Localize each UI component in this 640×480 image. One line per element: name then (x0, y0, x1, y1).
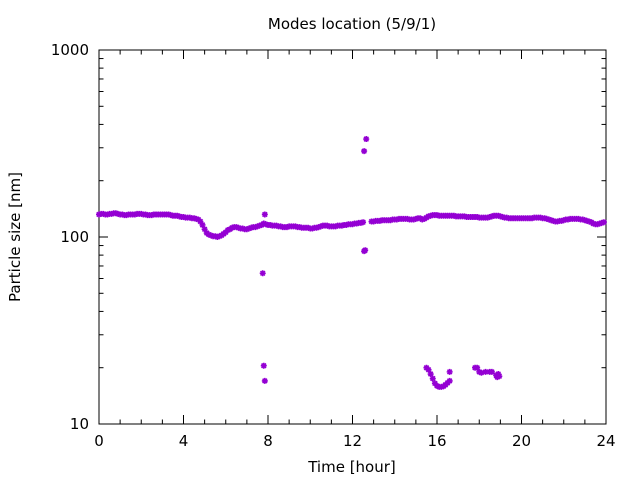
data-point (482, 368, 489, 375)
point-core (361, 220, 365, 224)
point-core (363, 248, 367, 252)
point-core (263, 379, 267, 383)
data-point (488, 368, 495, 375)
data-point (427, 371, 434, 378)
point-core (261, 271, 265, 275)
point-core (431, 376, 435, 381)
x-tick-label: 0 (94, 432, 104, 450)
point-core (475, 366, 479, 370)
data-point (260, 362, 267, 369)
x-tick-label: 20 (512, 432, 531, 450)
y-tick-label: 1000 (51, 41, 89, 59)
chart-title: Modes location (5/9/1) (268, 15, 436, 33)
data-point (478, 369, 485, 376)
data-point (199, 221, 206, 228)
data-point (600, 219, 607, 226)
point-core (448, 379, 452, 383)
point-core (362, 149, 366, 153)
data-point (446, 377, 453, 384)
point-core (429, 372, 433, 376)
data-point (261, 377, 268, 384)
y-tick-label: 10 (70, 415, 89, 433)
point-core (602, 220, 606, 224)
data-point (361, 148, 368, 155)
data-point (362, 247, 369, 254)
point-core (203, 227, 207, 231)
data-point (360, 219, 367, 226)
point-core (483, 370, 488, 374)
data-point (425, 366, 432, 373)
data-point (429, 375, 436, 382)
data-point (261, 211, 268, 218)
y-tick-labels: 10 100 1000 (51, 41, 89, 433)
point-core (263, 212, 267, 217)
point-core (200, 223, 205, 227)
point-core (479, 371, 483, 375)
point-core (497, 374, 501, 378)
y-axis-label: Particle size [nm] (6, 172, 24, 302)
data-point (496, 373, 503, 380)
x-tick-label: 12 (343, 432, 362, 450)
point-core (426, 368, 431, 372)
data-point (259, 270, 266, 277)
point-core (490, 370, 494, 374)
x-tick-label: 16 (427, 432, 446, 450)
scatter-series (96, 136, 607, 390)
x-tick-labels: 0 4 8 12 16 20 24 (94, 432, 615, 450)
point-core (198, 219, 202, 224)
x-axis-label: Time [hour] (307, 458, 396, 476)
axis-ticks (98, 49, 607, 425)
point-core (364, 137, 368, 141)
x-tick-label: 8 (263, 432, 273, 450)
x-tick-label: 4 (179, 432, 189, 450)
data-point (474, 364, 481, 371)
plot-frame (98, 49, 607, 425)
data-point (363, 136, 370, 143)
data-point (201, 226, 208, 233)
data-point (197, 218, 204, 225)
y-tick-label: 100 (60, 228, 89, 246)
point-core (262, 364, 266, 368)
x-tick-label: 24 (596, 432, 615, 450)
point-core (448, 370, 452, 374)
data-point (446, 368, 453, 375)
